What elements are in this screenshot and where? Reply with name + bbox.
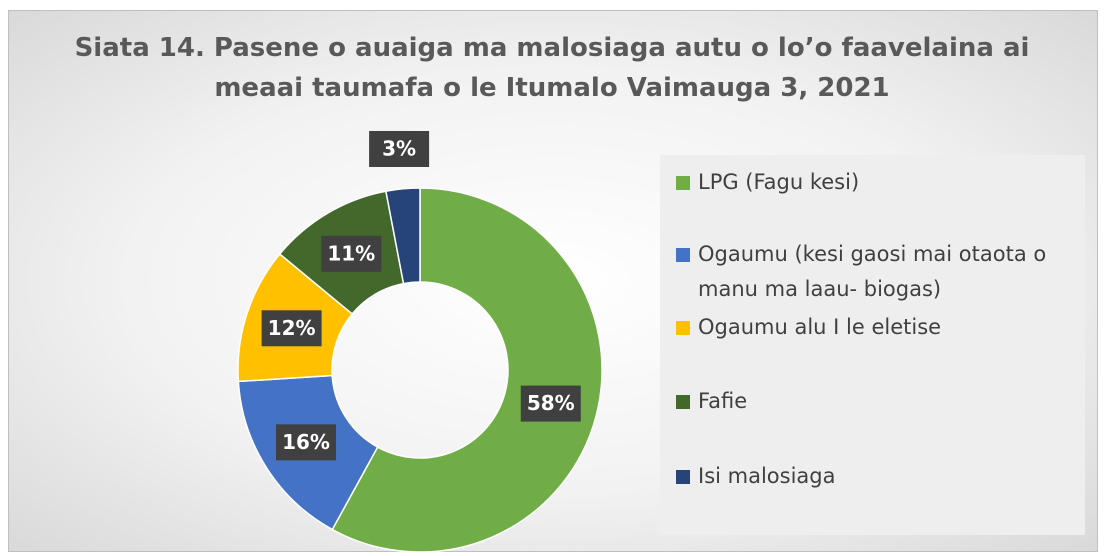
legend-item: Fafie	[676, 384, 1098, 419]
legend-item: Ogaumu (kesi gaosi mai otaota o manu ma …	[676, 237, 1098, 307]
legend-swatch	[676, 321, 690, 335]
slice	[385, 187, 421, 285]
data-label: 3%	[382, 136, 416, 160]
data-label-box	[276, 424, 337, 461]
legend-label: LPG (Fagu kesi)	[698, 170, 860, 194]
legend-swatch	[676, 470, 690, 484]
data-label-box	[520, 385, 581, 422]
legend-label: Fafie	[698, 389, 748, 413]
data-label-box	[369, 130, 430, 167]
chart-title: Siata 14. Pasene o auaiga ma malosiaga a…	[74, 33, 1030, 103]
legend-label: Ogaumu alu I le eletise	[698, 315, 942, 339]
data-label-box	[321, 235, 382, 272]
legend: LPG (Fagu kesi) Ogaumu (kesi gaosi mai ot…	[660, 155, 1085, 535]
slice	[331, 187, 603, 553]
legend-label: Isi malosiaga	[698, 464, 836, 488]
data-label: 12%	[268, 316, 316, 340]
legend-item: Ogaumu alu I le eletise	[676, 310, 1098, 345]
legend-swatch	[676, 176, 690, 190]
legend-swatch	[676, 395, 690, 409]
data-label: 58%	[527, 391, 575, 415]
data-label-box	[261, 310, 322, 347]
legend-item: LPG (Fagu kesi)	[676, 165, 1098, 200]
data-label: 16%	[282, 430, 330, 454]
legend-swatch	[676, 248, 690, 262]
data-label: 11%	[327, 241, 375, 265]
legend-item: Isi malosiaga	[676, 459, 1098, 494]
legend-label: Ogaumu (kesi gaosi mai otaota o manu ma …	[698, 242, 1047, 301]
